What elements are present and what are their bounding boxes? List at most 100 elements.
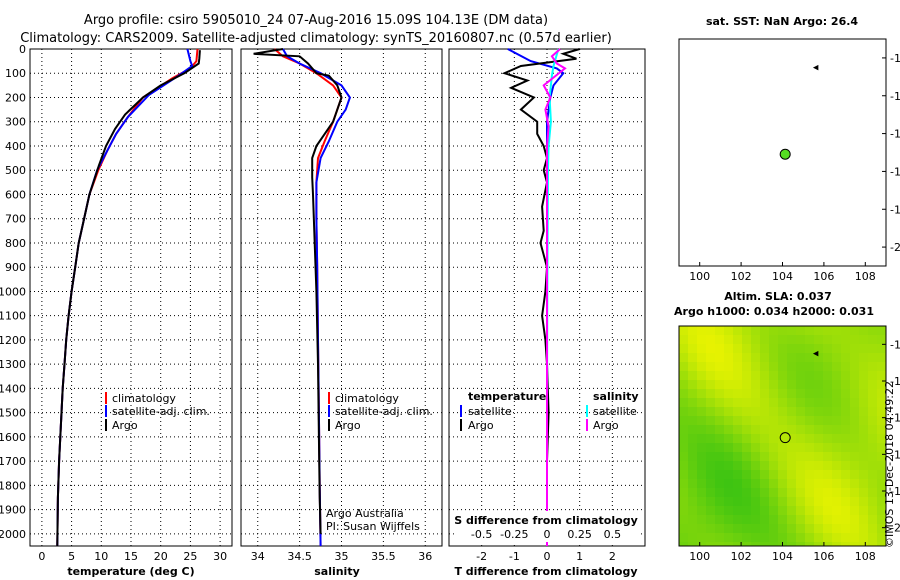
- heat-cell: [823, 515, 832, 524]
- heat-cell: [823, 389, 832, 398]
- heat-cell: [715, 398, 724, 407]
- heat-cell: [841, 461, 850, 470]
- heat-cell: [715, 461, 724, 470]
- heat-cell: [760, 542, 769, 546]
- heat-cell: [679, 380, 688, 389]
- heat-cell: [769, 362, 778, 371]
- heat-cell: [796, 488, 805, 497]
- heat-cell: [805, 425, 814, 434]
- heat-cell: [841, 506, 850, 515]
- heat-cell: [868, 443, 877, 452]
- legend-climatology: climatology: [112, 392, 176, 405]
- difference-x-axis: -2 -1 0 1 2: [476, 550, 616, 563]
- heat-cell: [724, 461, 733, 470]
- heat-cell: [769, 425, 778, 434]
- heat-cell: [751, 425, 760, 434]
- heat-cell: [805, 371, 814, 380]
- sla-map-marks: ◂: [779, 347, 819, 444]
- heat-cell: [760, 407, 769, 416]
- island-marker: ◂: [813, 347, 819, 360]
- heat-cell: [778, 335, 787, 344]
- heat-cell: [850, 461, 859, 470]
- heat-cell: [787, 407, 796, 416]
- heat-cell: [679, 407, 688, 416]
- heat-cell: [760, 380, 769, 389]
- heat-cell: [859, 452, 868, 461]
- heat-cell: [814, 353, 823, 362]
- heat-cell: [823, 380, 832, 389]
- heat-cell: [679, 479, 688, 488]
- heat-cell: [832, 362, 841, 371]
- heat-cell: [859, 326, 868, 335]
- heat-cell: [778, 434, 787, 443]
- heat-cell: [814, 380, 823, 389]
- heat-cell: [787, 416, 796, 425]
- heat-cell: [823, 425, 832, 434]
- heat-cell: [796, 461, 805, 470]
- heat-cell: [733, 488, 742, 497]
- x-tick-label: 25: [183, 550, 197, 563]
- heat-cell: [742, 398, 751, 407]
- heat-cell: [679, 389, 688, 398]
- heat-cell: [706, 542, 715, 546]
- heat-cell: [805, 443, 814, 452]
- heat-cell: [832, 542, 841, 546]
- station-marker: [779, 432, 791, 444]
- heat-cell: [742, 434, 751, 443]
- heat-cell: [706, 326, 715, 335]
- heat-cell: [697, 506, 706, 515]
- map-y-tick-label: -16: [890, 448, 900, 461]
- map-x-tick-label: 102: [731, 270, 752, 283]
- depth-tick-label: 900: [5, 261, 26, 274]
- heat-cell: [679, 470, 688, 479]
- heat-cell: [706, 353, 715, 362]
- heat-cell: [769, 389, 778, 398]
- heat-cell: [742, 353, 751, 362]
- heat-cell: [724, 515, 733, 524]
- heat-cell: [751, 524, 760, 533]
- heat-cell: [706, 425, 715, 434]
- heat-cell: [733, 461, 742, 470]
- heat-cell: [823, 506, 832, 515]
- heat-cell: [868, 344, 877, 353]
- heat-cell: [697, 335, 706, 344]
- heat-cell: [742, 452, 751, 461]
- heat-cell: [796, 407, 805, 416]
- s-tick-label: 0.25: [567, 528, 592, 541]
- heat-cell: [796, 452, 805, 461]
- heat-cell: [796, 434, 805, 443]
- map-y-tick-label: -12: [890, 375, 900, 388]
- heat-cell: [841, 380, 850, 389]
- heat-cell: [796, 380, 805, 389]
- map-y-tick-label: -18: [890, 203, 900, 216]
- heat-cell: [832, 461, 841, 470]
- heat-cell: [877, 452, 886, 461]
- heat-cell: [832, 470, 841, 479]
- heat-cell: [751, 443, 760, 452]
- heat-cell: [859, 542, 868, 546]
- imos-watermark: ©IMOS 13-Dec-2018 04:49:22: [883, 381, 896, 548]
- heat-cell: [715, 389, 724, 398]
- heat-cell: [796, 326, 805, 335]
- x-tick-label: 1: [576, 550, 583, 563]
- heat-cell: [796, 479, 805, 488]
- depth-tick-label: 100: [5, 67, 26, 80]
- heat-cell: [679, 425, 688, 434]
- heat-cell: [706, 506, 715, 515]
- heat-cell: [733, 533, 742, 542]
- heat-cell: [823, 344, 832, 353]
- heat-cell: [850, 335, 859, 344]
- heat-cell: [877, 434, 886, 443]
- heat-cell: [724, 335, 733, 344]
- heat-cell: [850, 326, 859, 335]
- s-tick-label: 0.5: [604, 528, 622, 541]
- heat-cell: [688, 362, 697, 371]
- heat-cell: [859, 515, 868, 524]
- heat-cell: [841, 335, 850, 344]
- temperature-grid: [30, 48, 232, 546]
- heat-cell: [787, 479, 796, 488]
- series-argo: [253, 48, 343, 534]
- temperature-x-axis: 0 5 10 15 20 25 30: [38, 550, 227, 563]
- heat-cell: [733, 335, 742, 344]
- heat-cell: [778, 389, 787, 398]
